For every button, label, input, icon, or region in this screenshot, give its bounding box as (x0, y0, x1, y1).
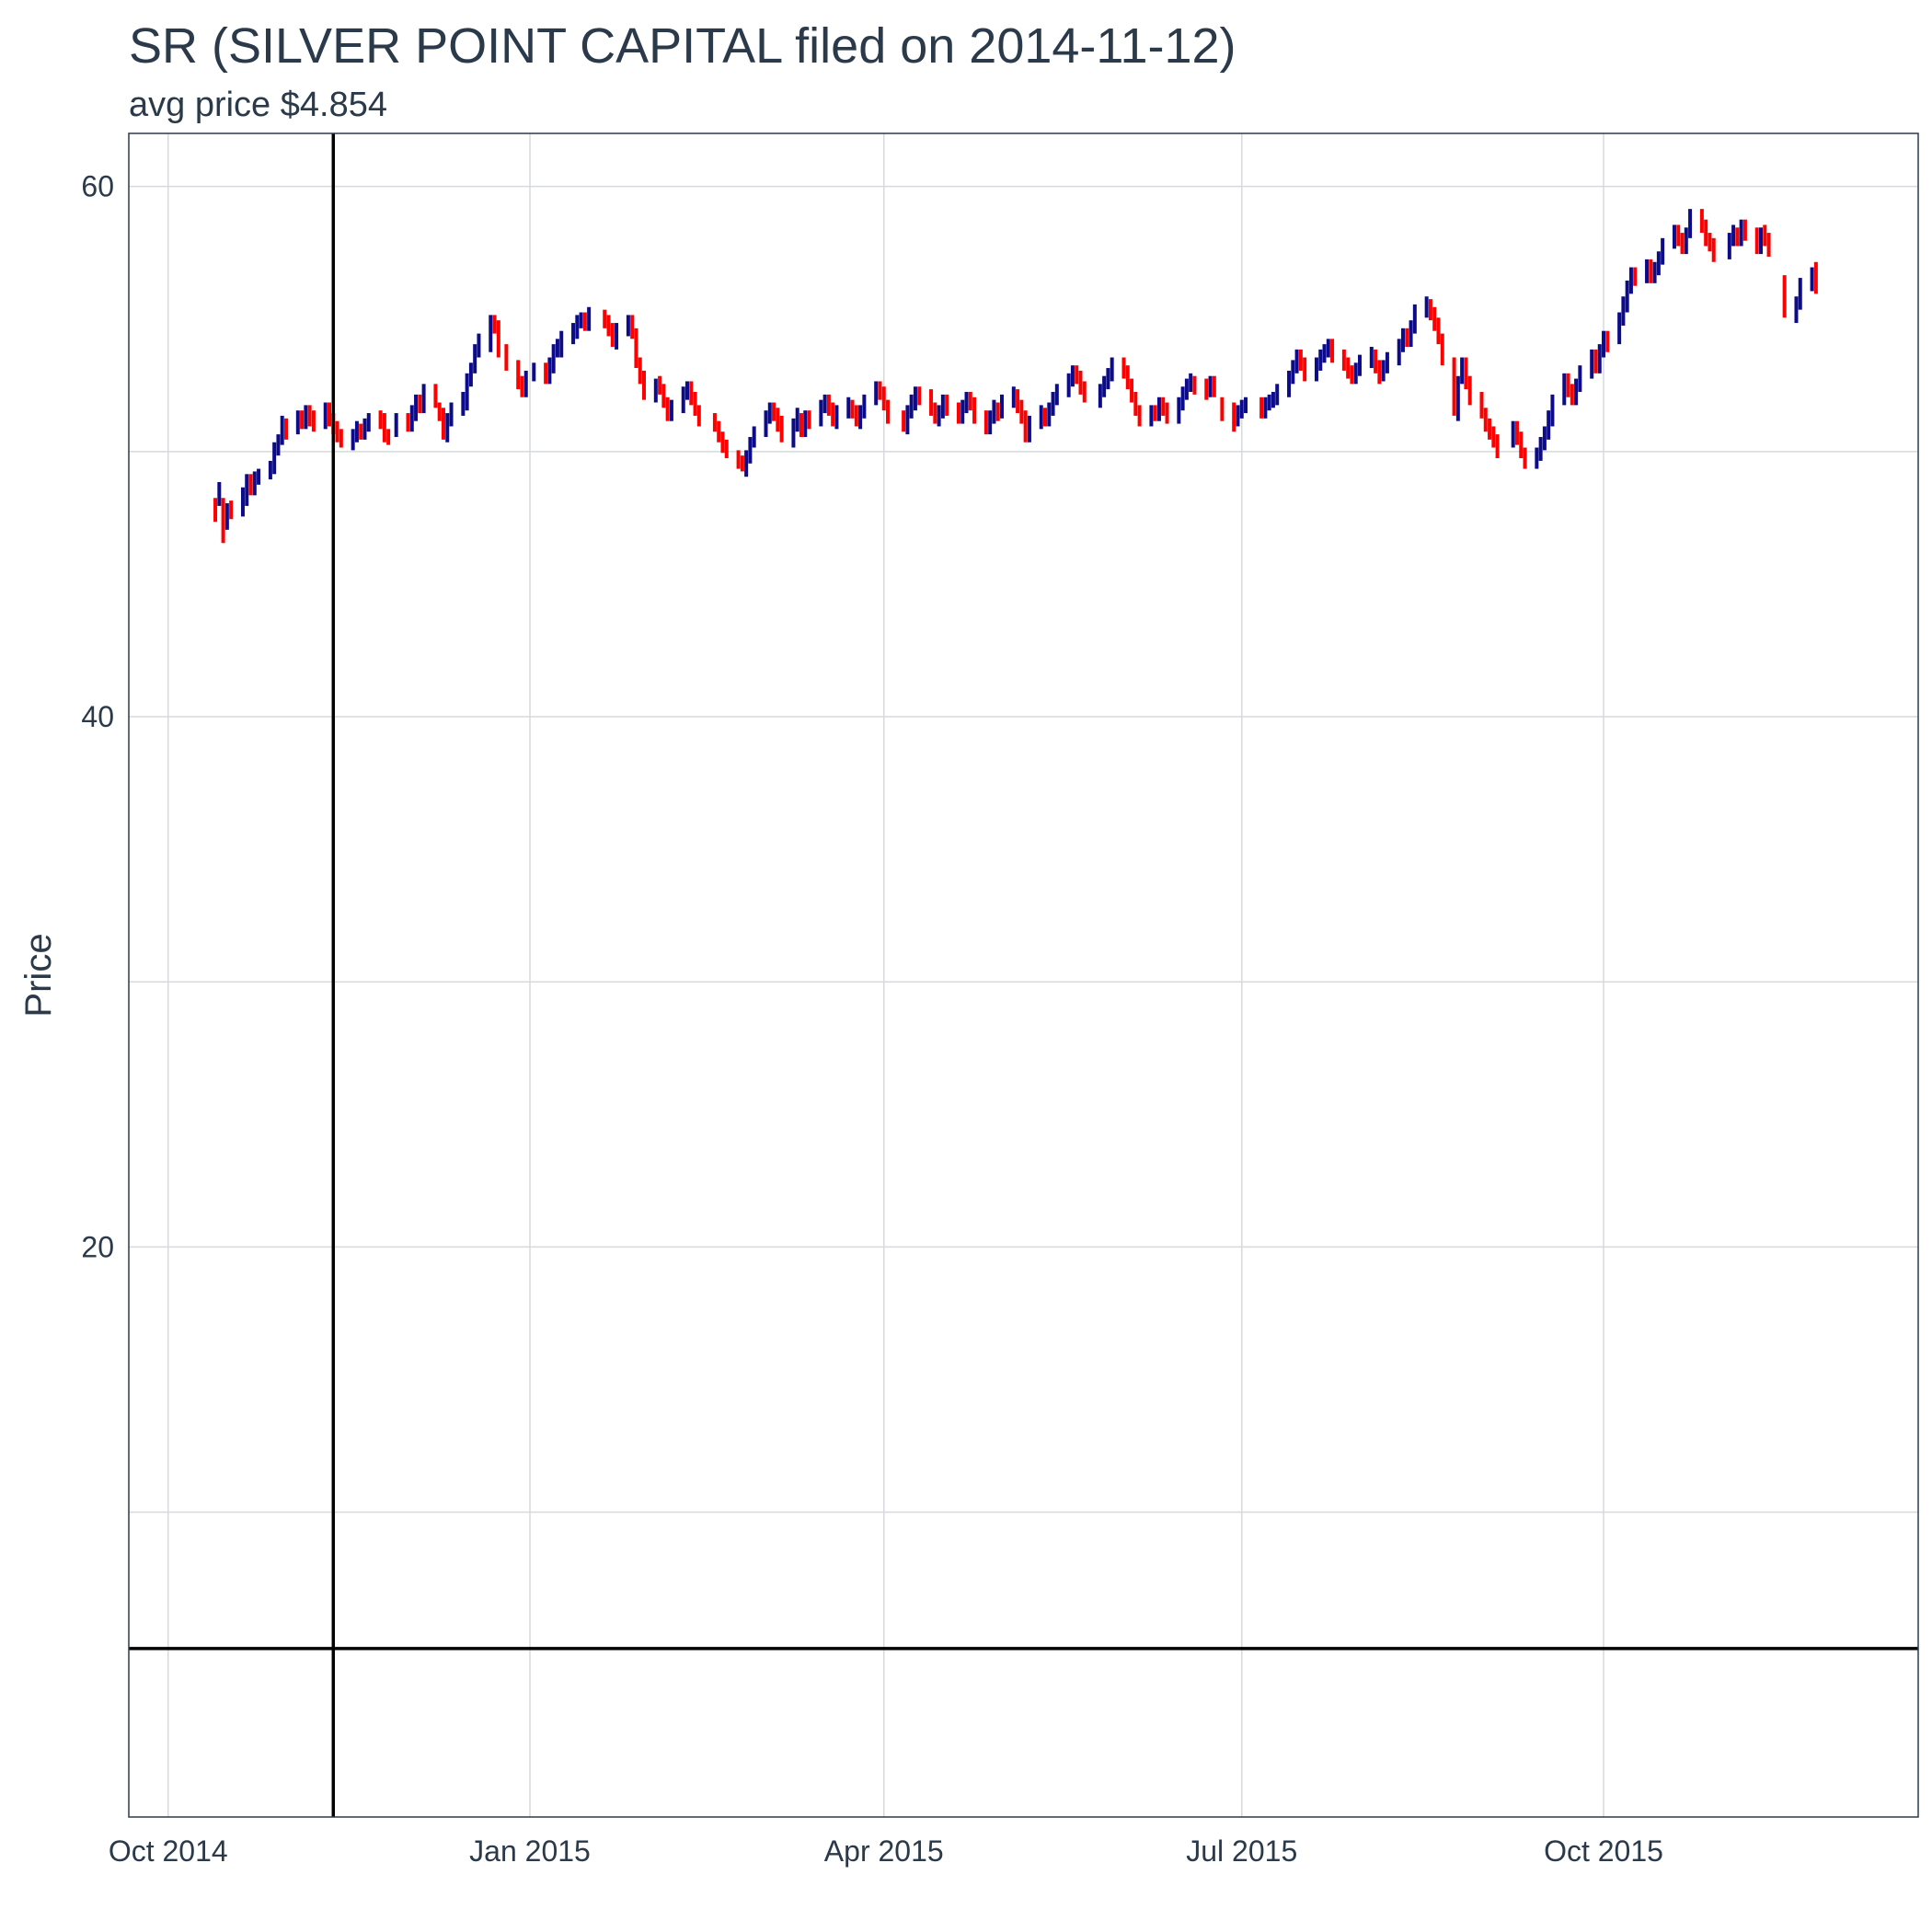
chart-title: SR (SILVER POINT CAPITAL filed on 2014-1… (129, 18, 1236, 74)
y-tick-label: 60 (81, 170, 114, 203)
x-tick-label: Jan 2015 (469, 1834, 591, 1868)
y-axis-title: Price (18, 933, 59, 1017)
reference-lines (129, 133, 1918, 1817)
chart-subtitle: avg price $4.854 (129, 86, 387, 124)
grid (129, 133, 1918, 1817)
x-tick-label: Oct 2014 (109, 1834, 228, 1868)
price-bars (213, 209, 1818, 544)
y-axis: 20 40 60 (81, 170, 114, 1264)
x-tick-label: Oct 2015 (1544, 1834, 1663, 1868)
y-tick-label: 40 (81, 700, 114, 733)
x-tick-label: Apr 2015 (824, 1834, 944, 1868)
x-tick-label: Jul 2015 (1186, 1834, 1297, 1868)
x-axis: Oct 2014 Jan 2015 Apr 2015 Jul 2015 Oct 2015 (109, 1834, 1663, 1868)
plot-panel (128, 132, 1919, 1818)
y-tick-label: 20 (81, 1230, 114, 1263)
